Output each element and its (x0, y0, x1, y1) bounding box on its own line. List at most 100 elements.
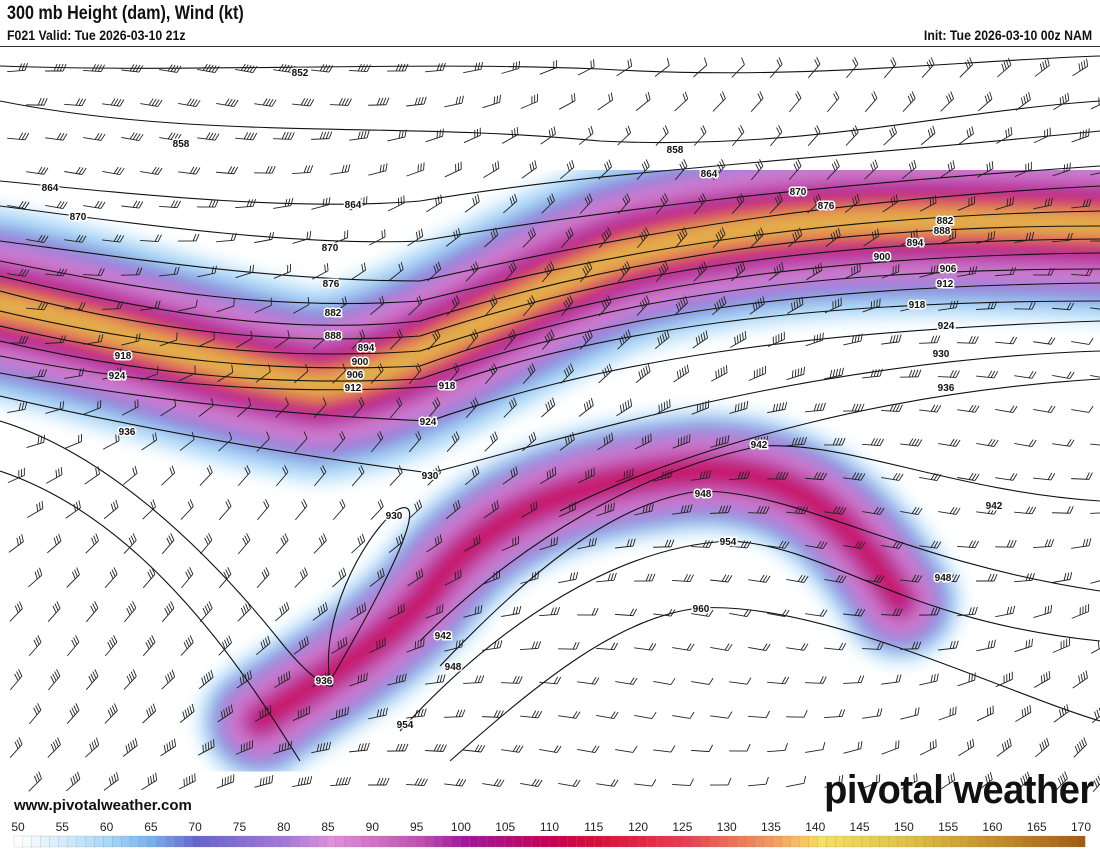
website-url[interactable]: www.pivotalweather.com (14, 797, 192, 814)
height-contour (0, 320, 1100, 422)
wind-barb (121, 399, 139, 416)
wind-barb (66, 567, 80, 588)
colorbar-cell (174, 835, 184, 848)
wind-barb (843, 333, 863, 346)
wind-barb (672, 574, 694, 582)
colorbar-cell (977, 835, 988, 848)
wind-barb (483, 160, 500, 178)
wind-barb (218, 499, 232, 521)
wind-barb (483, 500, 499, 519)
wind-barb (349, 672, 368, 687)
wind-barb (273, 198, 294, 209)
wind-barb (83, 400, 102, 415)
wind-barb (824, 297, 842, 314)
contour-label: 858 (173, 139, 190, 150)
wind-barb (748, 365, 766, 381)
colorbar-cell (986, 835, 997, 848)
wind-barb (881, 540, 904, 549)
wind-barb (995, 539, 1017, 548)
wind-barb (180, 499, 194, 520)
wind-barb (976, 230, 996, 244)
wind-barb (655, 125, 669, 146)
wind-barb (957, 404, 980, 413)
colorbar-cell (40, 835, 51, 848)
wind-barb (332, 499, 346, 521)
colorbar-cell (67, 835, 77, 848)
wind-barb (731, 125, 745, 147)
wind-barb (539, 536, 558, 551)
wind-barb (862, 642, 884, 650)
wind-barb (577, 59, 595, 76)
wind-barb (427, 261, 442, 282)
colorbar-cell (397, 835, 407, 848)
wind-barb (636, 295, 650, 316)
wind-barb (7, 268, 30, 277)
wind-barb (45, 200, 68, 209)
wind-barb (653, 677, 676, 686)
wind-barb (1034, 670, 1051, 688)
wind-barb (900, 438, 923, 447)
contour-label: 894 (907, 238, 924, 249)
wind-barb (826, 91, 840, 113)
wind-barb (330, 164, 351, 175)
wind-barb (64, 368, 85, 379)
wind-barb (1090, 641, 1100, 654)
wind-barb (45, 268, 68, 277)
wind-barb (427, 397, 441, 419)
wind-barb (159, 266, 180, 277)
wind-barb (978, 91, 993, 112)
contour-label: 906 (347, 370, 364, 381)
wind-barb (254, 98, 277, 107)
wind-barb (939, 160, 955, 179)
wind-barb (748, 643, 771, 651)
wind-barb (653, 539, 675, 548)
wind-barb (387, 743, 409, 752)
wind-barb (254, 165, 276, 174)
colorbar-cell (156, 835, 167, 848)
wind-barb (787, 296, 804, 314)
wind-barb (1071, 405, 1094, 413)
wind-barb (292, 98, 315, 107)
wind-barb (102, 98, 125, 107)
wind-barb (103, 499, 119, 520)
wind-barb (26, 302, 49, 311)
wind-barb (83, 268, 105, 276)
wind-barb (862, 368, 883, 379)
wind-barb (824, 709, 846, 718)
wind-barb (520, 570, 540, 584)
wind-barb (254, 775, 274, 788)
wind-barb (293, 296, 310, 314)
wind-barb (292, 775, 313, 787)
wind-barb (919, 607, 941, 616)
colorbar-cell (620, 835, 631, 848)
wind-barb (653, 745, 676, 753)
wind-barb (674, 159, 688, 181)
wind-barb (84, 466, 100, 485)
colorbar-cell (460, 835, 470, 848)
wind-barb (522, 431, 537, 452)
wind-barb (900, 641, 922, 650)
colorbar-cell (915, 835, 925, 848)
wind-barb (919, 404, 942, 413)
wind-barb (104, 567, 118, 588)
colorbar-cell (585, 835, 595, 848)
wind-barb (672, 778, 694, 786)
colorbar-cell (745, 835, 756, 848)
wind-barb (427, 329, 441, 351)
colorbar-cell (906, 835, 916, 848)
wind-barb (712, 227, 726, 248)
wind-barb (919, 195, 937, 212)
wind-barb (824, 642, 847, 651)
wind-barb (691, 540, 713, 548)
wind-barb (616, 398, 633, 417)
wind-barb (46, 466, 63, 484)
wind-barb (64, 302, 86, 310)
wind-barb (426, 534, 443, 553)
wind-barb (805, 540, 828, 549)
wind-barb (463, 535, 481, 552)
wind-barb (520, 641, 542, 651)
wind-barb (976, 705, 994, 722)
wind-barb (47, 669, 61, 691)
colorbar-cell (611, 835, 622, 848)
contour-label: 876 (323, 279, 340, 290)
